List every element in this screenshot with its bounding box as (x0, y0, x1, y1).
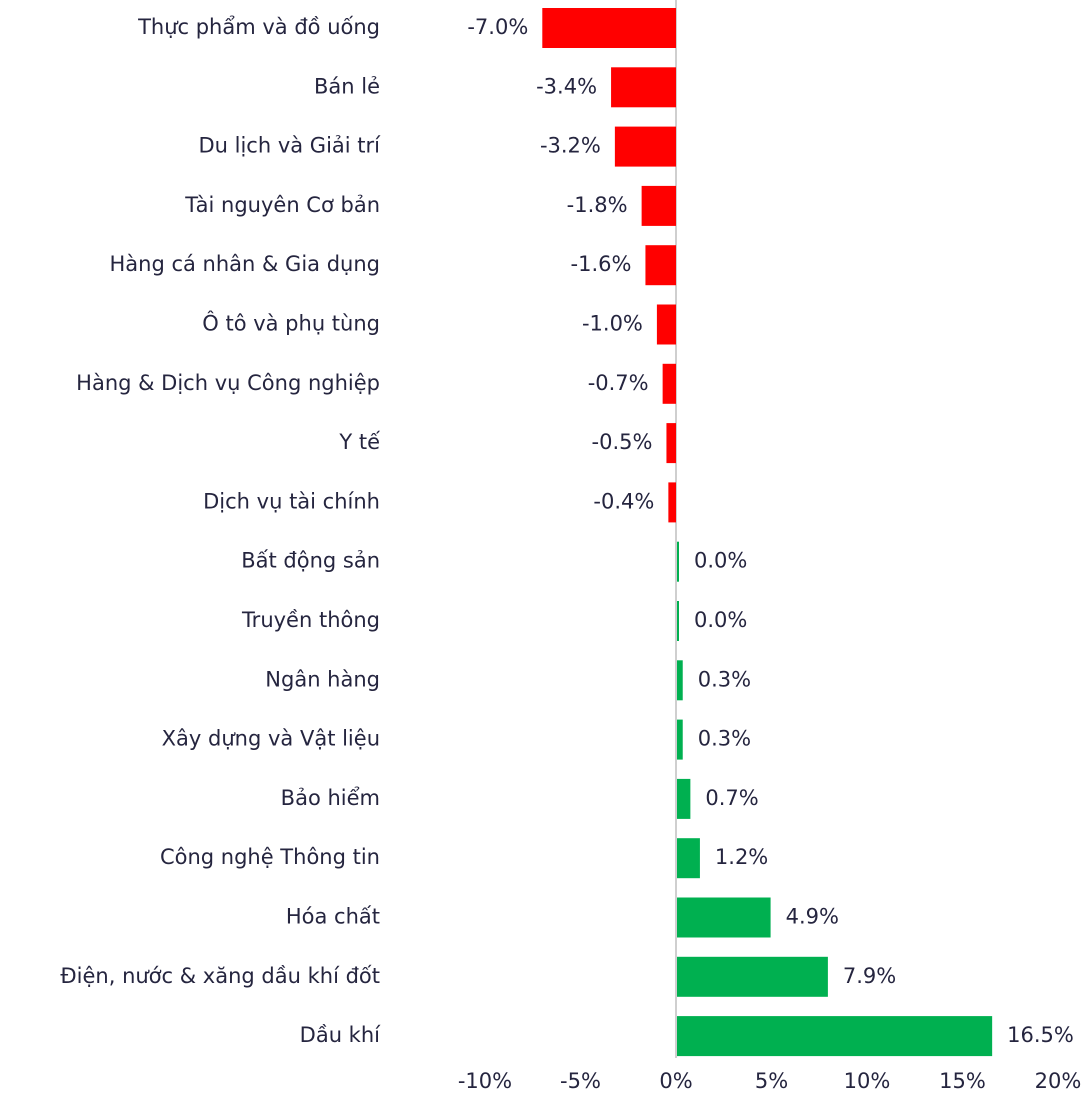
bar (641, 185, 676, 226)
value-label: 0.7% (705, 786, 758, 810)
y-tick-label: Ô tô và phụ tùng (202, 311, 380, 336)
bar (677, 897, 771, 938)
y-tick-label: Hàng cá nhân & Gia dụng (109, 252, 380, 276)
y-tick-label: Bảo hiểm (281, 786, 380, 810)
value-label: -7.0% (467, 15, 528, 39)
bar (542, 8, 676, 48)
bar (677, 1016, 993, 1057)
value-label: 0.0% (694, 608, 747, 632)
value-label: 0.3% (698, 667, 751, 691)
bar (614, 126, 676, 167)
x-tick-label: 20% (1035, 1069, 1082, 1093)
y-tick-label: Du lịch và Giải trí (198, 134, 381, 158)
x-tick-label: -10% (458, 1069, 512, 1093)
value-label: 0.0% (694, 549, 747, 573)
x-tick-label: -5% (560, 1069, 601, 1093)
bar (677, 956, 828, 997)
y-tick-label: Bất động sản (241, 549, 380, 573)
bar (662, 363, 676, 404)
value-label: 4.9% (786, 905, 839, 929)
value-label: -1.6% (571, 252, 632, 276)
y-tick-label: Y tế (338, 430, 380, 454)
value-label: 7.9% (843, 964, 896, 988)
value-label: -0.5% (592, 430, 653, 454)
y-tick-label: Truyền thông (241, 608, 380, 632)
y-tick-label: Hóa chất (286, 905, 380, 929)
y-tick-label: Tài nguyên Cơ bản (184, 193, 380, 217)
y-tick-label: Thực phẩm và đồ uống (137, 15, 380, 39)
y-tick-label: Công nghệ Thông tin (160, 845, 380, 869)
value-label: 0.3% (698, 727, 751, 751)
bar (677, 660, 683, 701)
bar (656, 304, 676, 345)
value-label: -1.8% (567, 193, 628, 217)
bar (611, 67, 676, 108)
value-label: -1.0% (582, 312, 643, 336)
y-tick-label: Dầu khí (300, 1023, 381, 1047)
y-tick-label: Ngân hàng (265, 667, 380, 691)
bar (677, 601, 679, 641)
bar (668, 482, 676, 523)
x-tick-label: 0% (659, 1069, 692, 1093)
value-label: -0.7% (588, 371, 649, 395)
bar (677, 541, 679, 582)
y-tick-label: Dịch vụ tài chính (203, 489, 380, 513)
bar (677, 719, 683, 760)
value-label: -3.4% (536, 74, 597, 98)
value-label: 1.2% (715, 845, 768, 869)
y-tick-label: Hàng & Dịch vụ Công nghiệp (76, 371, 380, 395)
x-tick-label: 10% (844, 1069, 891, 1093)
value-label: -0.4% (593, 489, 654, 513)
bar (677, 838, 700, 879)
value-label: 16.5% (1007, 1023, 1074, 1047)
y-tick-label: Xây dựng và Vật liệu (162, 727, 380, 751)
x-tick-label: 5% (755, 1069, 788, 1093)
bar (666, 423, 676, 464)
value-label: -3.2% (540, 134, 601, 158)
y-tick-label: Bán lẻ (314, 74, 380, 98)
bar (645, 245, 676, 286)
bar (677, 778, 691, 819)
x-tick-label: 15% (939, 1069, 986, 1093)
y-tick-label: Điện, nước & xăng dầu khí đốt (60, 964, 380, 988)
